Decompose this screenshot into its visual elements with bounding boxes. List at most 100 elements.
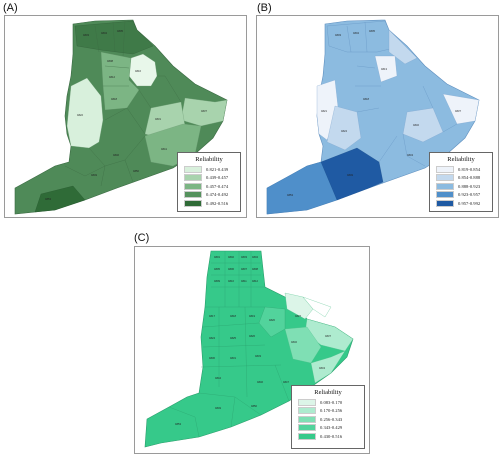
legend-range: 0.083-0.170 — [320, 399, 343, 405]
map-a: 0Z03 0Z04 0Z05 0Z08 0Z12 0Z16 0Z22 0Z18 0Z31 0… — [14, 19, 228, 215]
legend-item: 0.821-0.439 — [184, 165, 240, 174]
svg-text:0Z47: 0Z47 — [283, 380, 289, 384]
zone-northeast — [128, 53, 158, 87]
map-panel-c: 0Z01 0Z02 0Z03 0Z04 0Z05 0Z06 0Z07 0Z08 0Z09 0Z… — [134, 246, 370, 454]
svg-text:0Z03: 0Z03 — [241, 255, 247, 259]
svg-text:0Z02: 0Z02 — [228, 255, 234, 259]
svg-text:0Z31: 0Z31 — [155, 117, 161, 121]
legend-item: 0.474-0.492 — [184, 191, 240, 200]
legend-range: 0.430-0.516 — [320, 433, 343, 439]
svg-text:0Z09: 0Z09 — [214, 279, 220, 283]
svg-text:0Z43: 0Z43 — [319, 366, 325, 370]
legend-swatch — [298, 398, 316, 406]
zone-east-mid — [402, 107, 444, 143]
svg-text:0Z46: 0Z46 — [113, 153, 119, 157]
svg-text:0Z17: 0Z17 — [209, 314, 215, 318]
svg-text:0Z05: 0Z05 — [117, 29, 123, 33]
legend-swatch — [298, 407, 316, 415]
svg-text:0Z12: 0Z12 — [252, 279, 258, 283]
legend-item: 0.430-0.516 — [298, 432, 364, 441]
legend-range: 0.343-0.429 — [320, 425, 343, 431]
svg-text:0Z03: 0Z03 — [83, 33, 89, 37]
zone-mid-green — [258, 306, 286, 338]
legend-item: 0.439-0.457 — [184, 174, 240, 183]
zone-east-mid — [284, 326, 322, 364]
zone-west-mid — [326, 105, 362, 151]
legend-item: 0.343-0.429 — [298, 424, 364, 433]
legend-swatch — [184, 199, 202, 207]
panel-label-a: (A) — [3, 2, 18, 14]
svg-text:0Z44: 0Z44 — [215, 376, 221, 380]
legend-item: 0.888-0.923 — [436, 182, 492, 191]
legend-swatch — [184, 182, 202, 190]
svg-text:0Z33: 0Z33 — [255, 354, 261, 358]
svg-text:0Z18: 0Z18 — [363, 97, 369, 101]
legend-item: 0.854-0.888 — [436, 174, 492, 183]
legend-item: 0.492-0.516 — [184, 199, 240, 208]
svg-text:0Z27: 0Z27 — [295, 314, 301, 318]
legend-swatch — [184, 165, 202, 173]
svg-text:0Z24: 0Z24 — [209, 336, 215, 340]
legend-swatch — [436, 182, 454, 190]
legend-range: 0.888-0.923 — [458, 183, 481, 189]
svg-text:0Z43: 0Z43 — [407, 153, 413, 157]
legend-range: 0.923-0.957 — [458, 192, 481, 198]
svg-text:0Z37: 0Z37 — [455, 109, 461, 113]
zone-west — [66, 77, 104, 149]
legend-item: 0.957-0.992 — [436, 199, 492, 208]
svg-text:0Z18: 0Z18 — [230, 314, 236, 318]
svg-text:0Z49: 0Z49 — [215, 406, 221, 410]
svg-text:0Z03: 0Z03 — [335, 33, 341, 37]
svg-text:0Z50: 0Z50 — [133, 169, 139, 173]
svg-text:0Z49: 0Z49 — [91, 173, 97, 177]
svg-text:0Z16: 0Z16 — [135, 69, 141, 73]
legend-swatch — [298, 424, 316, 432]
svg-text:0Z41: 0Z41 — [161, 147, 167, 151]
svg-text:0Z32: 0Z32 — [413, 123, 419, 127]
svg-text:0Z19: 0Z19 — [249, 314, 255, 318]
legend-a: Reliability 0.821-0.439 0.439-0.457 0.45… — [177, 152, 241, 212]
svg-text:0Z12: 0Z12 — [109, 75, 115, 79]
legend-title: Reliability — [447, 156, 475, 163]
legend-item: 0.083-0.170 — [298, 398, 364, 407]
legend-item: 0.457-0.474 — [184, 182, 240, 191]
svg-text:0Z25: 0Z25 — [230, 336, 236, 340]
legend-range: 0.439-0.457 — [206, 175, 229, 181]
svg-text:0Z10: 0Z10 — [228, 279, 234, 283]
legend-swatch — [436, 191, 454, 199]
svg-text:0Z50: 0Z50 — [251, 404, 257, 408]
legend-item: 0.923-0.957 — [436, 191, 492, 200]
legend-range: 0.457-0.474 — [206, 183, 229, 189]
svg-text:0Z53: 0Z53 — [45, 197, 51, 201]
legend-item: 0.170-0.256 — [298, 407, 364, 416]
legend-b: Reliability 0.819-0.854 0.854-0.888 0.88… — [429, 152, 493, 212]
svg-text:0Z30: 0Z30 — [209, 356, 215, 360]
svg-text:0Z08: 0Z08 — [107, 59, 113, 63]
svg-text:0Z07: 0Z07 — [241, 267, 247, 271]
legend-swatch — [298, 415, 316, 423]
svg-text:0Z11: 0Z11 — [241, 279, 247, 283]
svg-text:0Z37: 0Z37 — [325, 334, 331, 338]
zone-north-right — [388, 29, 418, 65]
legend-item: 0.819-0.854 — [436, 165, 492, 174]
legend-range: 0.492-0.516 — [206, 200, 229, 206]
zone-se-mid — [310, 350, 346, 384]
svg-text:0Z37: 0Z37 — [201, 109, 207, 113]
map-panel-a: 0Z03 0Z04 0Z05 0Z08 0Z12 0Z16 0Z22 0Z18 0Z31 0… — [4, 15, 247, 218]
svg-text:0Z01: 0Z01 — [214, 255, 220, 259]
zone-south-dark — [34, 185, 86, 213]
svg-text:0Z26: 0Z26 — [249, 334, 255, 338]
legend-range: 0.474-0.492 — [206, 192, 229, 198]
legend-range: 0.854-0.888 — [458, 175, 481, 181]
svg-text:0Z22: 0Z22 — [77, 113, 83, 117]
svg-text:0Z24: 0Z24 — [341, 129, 347, 133]
svg-text:0Z05: 0Z05 — [369, 29, 375, 33]
svg-text:0Z31: 0Z31 — [230, 356, 236, 360]
legend-title: Reliability — [195, 156, 223, 163]
legend-range: 0.821-0.439 — [206, 166, 229, 172]
svg-text:0Z21: 0Z21 — [321, 109, 327, 113]
svg-text:0Z04: 0Z04 — [101, 31, 107, 35]
svg-text:0Z20: 0Z20 — [269, 318, 275, 322]
zone-south-dark — [320, 147, 384, 201]
svg-text:0Z53: 0Z53 — [175, 422, 181, 426]
